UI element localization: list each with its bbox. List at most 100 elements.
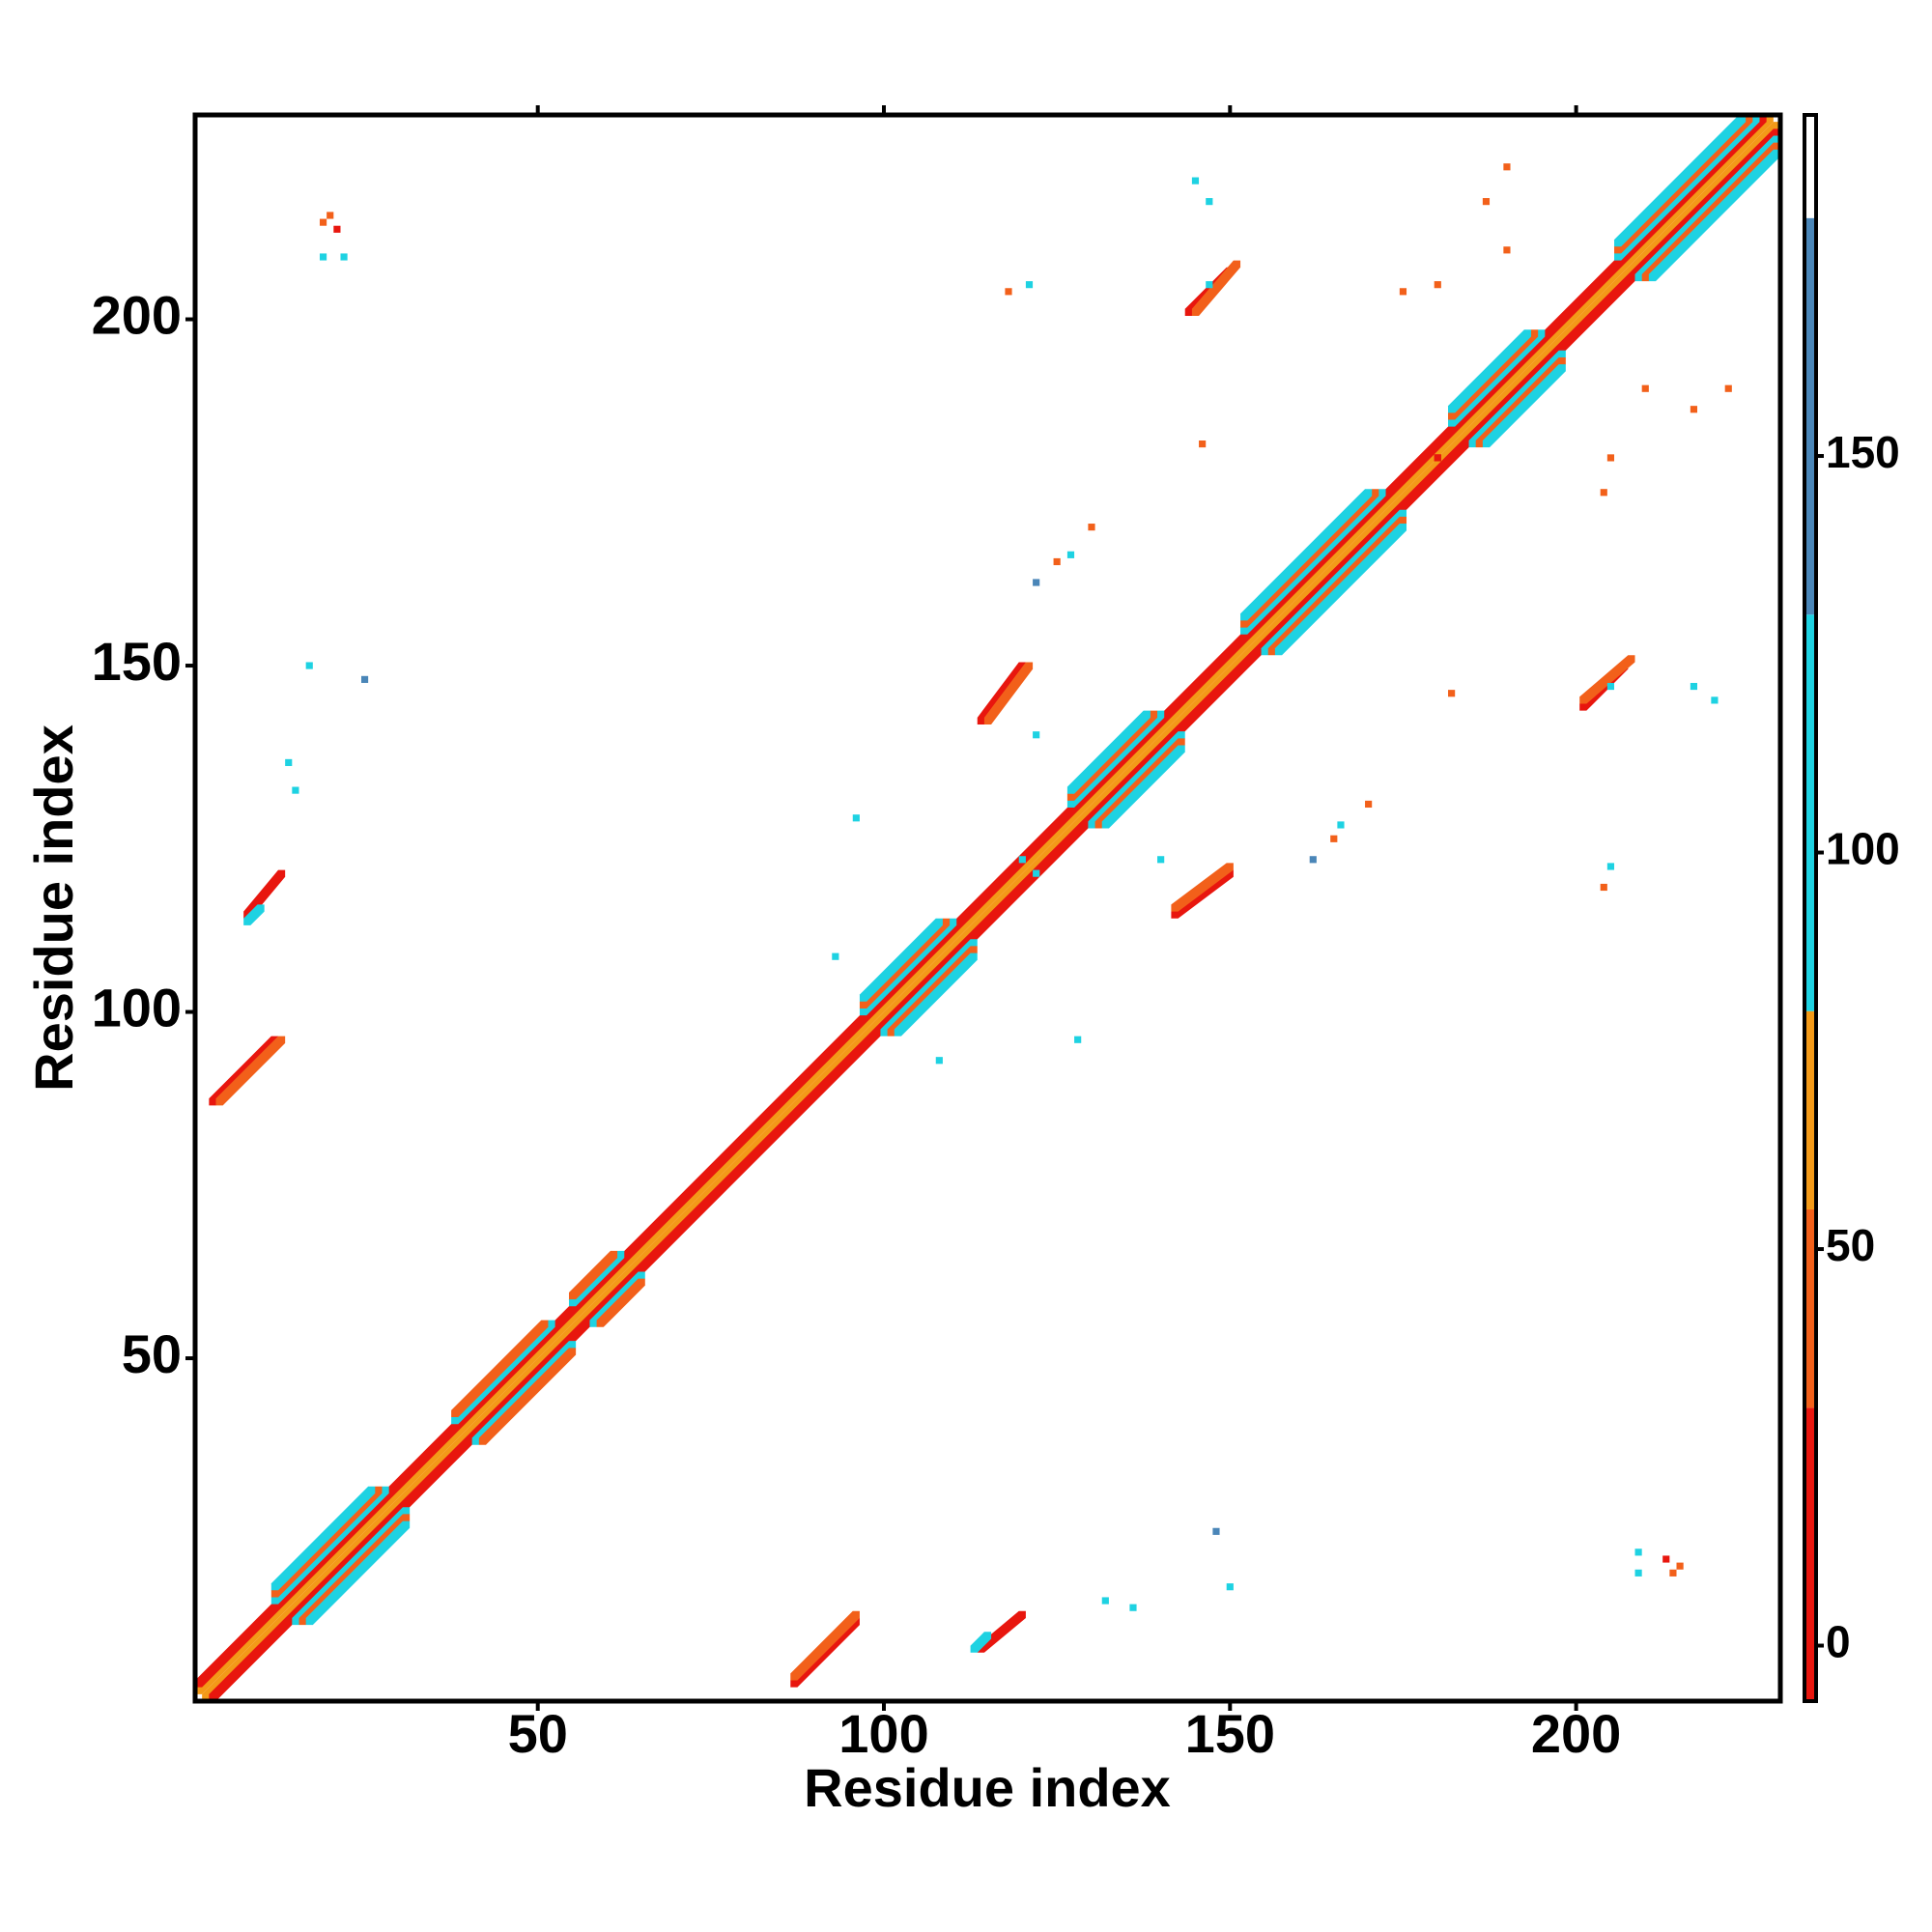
contact-cell	[1337, 821, 1345, 829]
contact-strand	[568, 1250, 618, 1300]
contact-strand	[1579, 655, 1635, 704]
colorbar-tick-label: 100	[1826, 824, 1900, 874]
colorbar-bin	[1804, 614, 1816, 1011]
contact-cell	[1711, 696, 1719, 704]
contact-cell	[1503, 246, 1511, 254]
contact-cell	[1157, 856, 1165, 864]
contact-cell	[1191, 177, 1200, 185]
y-tick-label: 50	[122, 1323, 182, 1384]
contact-cell	[1669, 1569, 1677, 1577]
contact-cell	[1690, 406, 1698, 413]
plot-frame	[192, 112, 1783, 1704]
contact-cell	[832, 952, 839, 960]
contact-cell	[852, 814, 860, 822]
contact-strand	[983, 662, 1034, 724]
contact-strand	[977, 662, 1026, 724]
x-tick-label: 100	[838, 1703, 928, 1764]
contact-strand	[215, 1036, 286, 1106]
contact-cell	[1212, 1527, 1220, 1535]
contact-cell	[1005, 288, 1012, 296]
contact-strand	[1066, 710, 1158, 801]
contact-strand	[1648, 149, 1780, 282]
contact-cell	[340, 253, 348, 261]
colorbar-frame	[1803, 113, 1818, 1703]
contact-cell	[1066, 551, 1075, 558]
y-tick-label: 200	[92, 284, 182, 345]
contact-cell	[1033, 869, 1040, 877]
contact-cell	[1033, 579, 1040, 586]
contact-strand	[1614, 115, 1747, 247]
contact-strand	[894, 952, 978, 1037]
contact-cell	[1503, 163, 1511, 171]
contact-strand	[305, 1520, 411, 1626]
contact-strand	[596, 1278, 645, 1327]
contact-cell	[1482, 198, 1491, 206]
contact-cell	[319, 218, 327, 226]
contact-cell	[1206, 198, 1213, 206]
contact-cell	[333, 225, 341, 233]
contact-strand	[270, 1486, 376, 1591]
contact-strand	[859, 918, 943, 1002]
contact-cell	[1101, 1597, 1109, 1605]
x-tick-label: 150	[1185, 1703, 1275, 1764]
contact-strand	[243, 904, 265, 925]
contact-strand	[1191, 260, 1241, 316]
contact-strand	[478, 1348, 577, 1445]
contact-strand	[977, 1610, 1026, 1653]
y-axis-title: Residue index	[23, 724, 84, 1092]
contact-strand	[1171, 863, 1234, 912]
colorbar-tick-label: 150	[1826, 427, 1900, 477]
x-axis-title: Residue index	[804, 1757, 1171, 1818]
contact-cell	[1018, 856, 1026, 864]
contact-cell	[1606, 682, 1615, 691]
colorbar-tick-label: 0	[1826, 1617, 1851, 1667]
contact-strand	[451, 1320, 549, 1418]
contact-cell	[1600, 489, 1607, 497]
contact-cell	[1662, 1555, 1670, 1563]
contact-cell	[1434, 454, 1441, 462]
contact-cell	[1309, 856, 1317, 864]
contact-strand	[970, 1632, 992, 1653]
x-tick-label: 50	[508, 1703, 568, 1764]
contact-cell	[1634, 1548, 1642, 1556]
contact-cell	[1634, 1569, 1642, 1577]
contact-cell	[319, 253, 327, 261]
contact-cell	[1053, 557, 1061, 566]
colorbar-bin	[1804, 1010, 1816, 1209]
contact-cell	[1690, 682, 1698, 691]
contact-strand	[243, 869, 286, 919]
contact-cell	[1199, 440, 1207, 448]
contact-strand	[1101, 745, 1185, 829]
y-tick-label: 150	[92, 631, 182, 692]
contact-cell	[1330, 835, 1338, 842]
contact-cell	[1676, 1562, 1684, 1570]
contact-strand	[1482, 364, 1566, 448]
contact-strand	[209, 128, 1780, 1702]
contact-strand	[1274, 524, 1407, 656]
contact-strand	[1614, 115, 1753, 254]
contact-cell	[935, 1057, 943, 1065]
contact-cell	[305, 662, 313, 669]
contact-cell	[1641, 384, 1649, 392]
contact-strand	[880, 939, 978, 1037]
contact-strand	[1634, 135, 1780, 282]
colorbar-tick-label: 50	[1826, 1220, 1875, 1270]
contact-cell	[1606, 863, 1615, 870]
contact-cell	[360, 675, 369, 683]
contact-strand	[1240, 489, 1386, 635]
contact-cell	[1448, 690, 1456, 697]
contact-strand	[202, 122, 1781, 1702]
contact-strand	[1171, 869, 1234, 919]
colorbar-bin	[1804, 1407, 1816, 1701]
contact-cell	[1025, 281, 1034, 289]
contact-cell	[1226, 1583, 1234, 1591]
contact-cell	[1399, 288, 1407, 296]
contact-cell	[1074, 780, 1082, 787]
contact-strand	[790, 1610, 860, 1681]
y-tick-label: 100	[92, 977, 182, 1037]
contact-cell	[1088, 524, 1095, 531]
contact-cell	[1600, 883, 1607, 892]
contact-cell	[1606, 454, 1615, 462]
contact-cell	[1434, 281, 1441, 289]
